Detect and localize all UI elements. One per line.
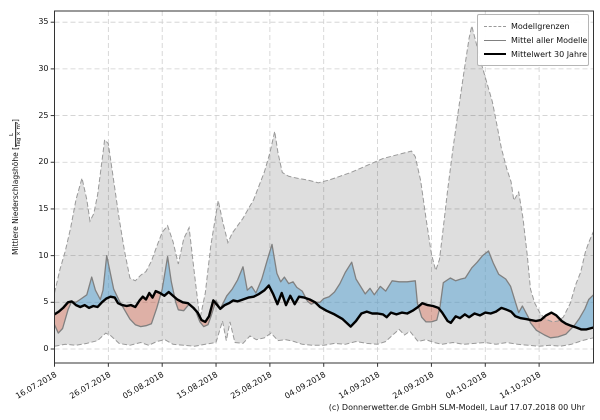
dashed-line-icon — [484, 25, 506, 27]
gray-line-icon — [484, 39, 506, 41]
legend-label: Modellgrenzen — [511, 21, 570, 31]
y-axis-label: Mittlere Niederschlagshöhe [L Tag × m²] — [9, 119, 23, 255]
y-tick-label: 20 — [38, 157, 49, 167]
above-normal-area — [54, 244, 593, 330]
legend-label: Mittel aller Modelle — [511, 35, 588, 45]
black-line-icon — [484, 53, 506, 55]
legend-label: Mittelwert 30 Jahre — [511, 49, 588, 59]
y-tick-label: 10 — [38, 250, 49, 260]
model-upper-bound-line — [54, 25, 594, 323]
model-mean-line — [53, 243, 594, 339]
model-lower-bound-line — [54, 320, 594, 347]
legend-item-mittelwert-30-jahre: Mittelwert 30 Jahre — [484, 47, 587, 61]
y-tick-label: 25 — [38, 110, 49, 120]
y-tick-label: 35 — [38, 17, 49, 27]
legend-item-mittel-aller-modelle: Mittel aller Modelle — [484, 33, 587, 47]
copyright-text: (c) Donnerwetter.de GmbH SLM-Modell, Lau… — [328, 403, 585, 412]
y-tick-label: 5 — [43, 297, 49, 307]
climate-mean-line — [53, 284, 594, 331]
y-tick-label: 0 — [43, 343, 49, 353]
y-axis-unit-fraction: L Tag × m² — [9, 121, 23, 147]
legend: Modellgrenzen Mittel aller Modelle Mitte… — [477, 14, 589, 66]
model-range-area — [54, 25, 594, 347]
legend-item-modellgrenzen: Modellgrenzen — [484, 19, 582, 33]
y-tick-label: 30 — [38, 63, 49, 73]
y-tick-label: 15 — [38, 203, 49, 213]
